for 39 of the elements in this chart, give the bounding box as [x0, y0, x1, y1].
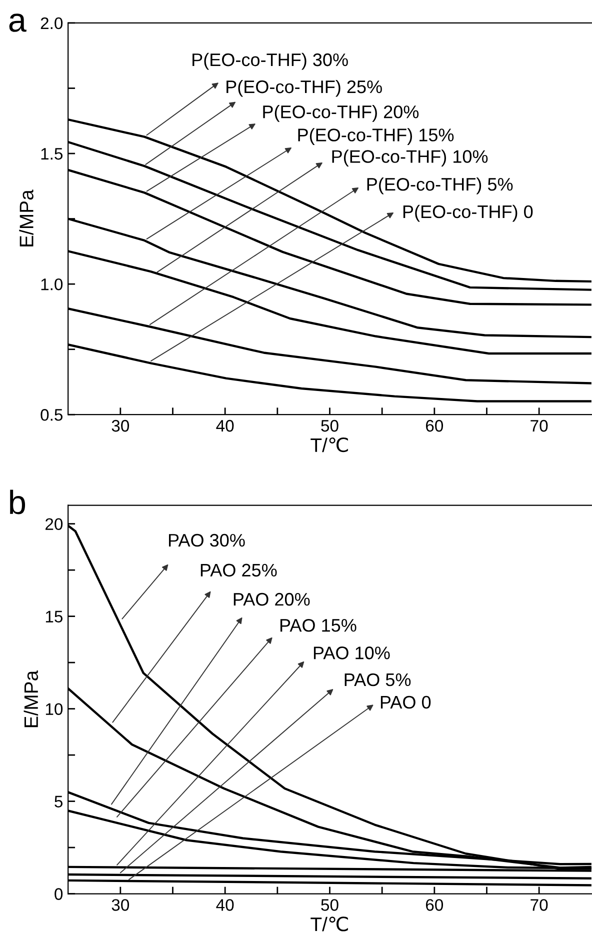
x-tick-label: 50 — [321, 899, 338, 911]
chart-title: b — [10, 490, 26, 514]
annotation: P(EO-co-THF) 10% — [332, 150, 488, 166]
y-tick-label: 20 — [46, 518, 63, 530]
y-tick-label: 2.0 — [40, 17, 63, 30]
y-tick-label: 0 — [54, 888, 63, 900]
annotation: P(EO-co-THF) 15% — [298, 128, 454, 145]
annotation: PAO 15% — [280, 618, 356, 632]
x-tick-label: 60 — [426, 899, 444, 911]
x-tick-label: 30 — [112, 420, 130, 432]
x-tick-label: 50 — [321, 420, 338, 432]
y-tick-label: 1.0 — [41, 278, 63, 290]
annotation: P(EO-co-THF) 5% — [367, 177, 513, 194]
annotation: P(EO-co-THF) 25% — [226, 80, 382, 97]
chart-title: a — [9, 14, 26, 32]
annotation: PAO 25% — [200, 564, 277, 577]
x-tick-label: 40 — [216, 899, 234, 911]
x-tick-label: 60 — [426, 420, 444, 432]
y-axis-title: E/MPa — [19, 190, 34, 246]
annotation: PAO 0 — [380, 696, 431, 709]
x-tick-label: 70 — [530, 420, 548, 432]
y-tick-label: 0.5 — [40, 409, 63, 421]
y-tick-label: 15 — [46, 610, 63, 623]
y-tick-label: 5 — [54, 796, 63, 808]
x-tick-label: 40 — [216, 420, 234, 432]
y-tick-label: 1.5 — [41, 148, 63, 160]
y-axis-title: E/MPa — [24, 670, 38, 728]
x-tick-label: 70 — [530, 899, 548, 911]
x-axis-title: T/℃ — [310, 437, 348, 452]
y-tick-label: 10 — [46, 703, 63, 715]
x-tick-label: 30 — [112, 899, 130, 911]
annotation: PAO 10% — [314, 646, 390, 660]
annotation: PAO 5% — [344, 673, 411, 686]
annotation: P(EO-co-THF) 20% — [263, 105, 419, 122]
annotation: P(EO-co-THF) 0 — [403, 204, 533, 222]
annotation: PAO 20% — [234, 592, 310, 606]
annotation: P(EO-co-THF) 30% — [192, 52, 348, 70]
annotation: PAO 30% — [168, 534, 245, 547]
x-axis-title: T/℃ — [310, 916, 348, 932]
